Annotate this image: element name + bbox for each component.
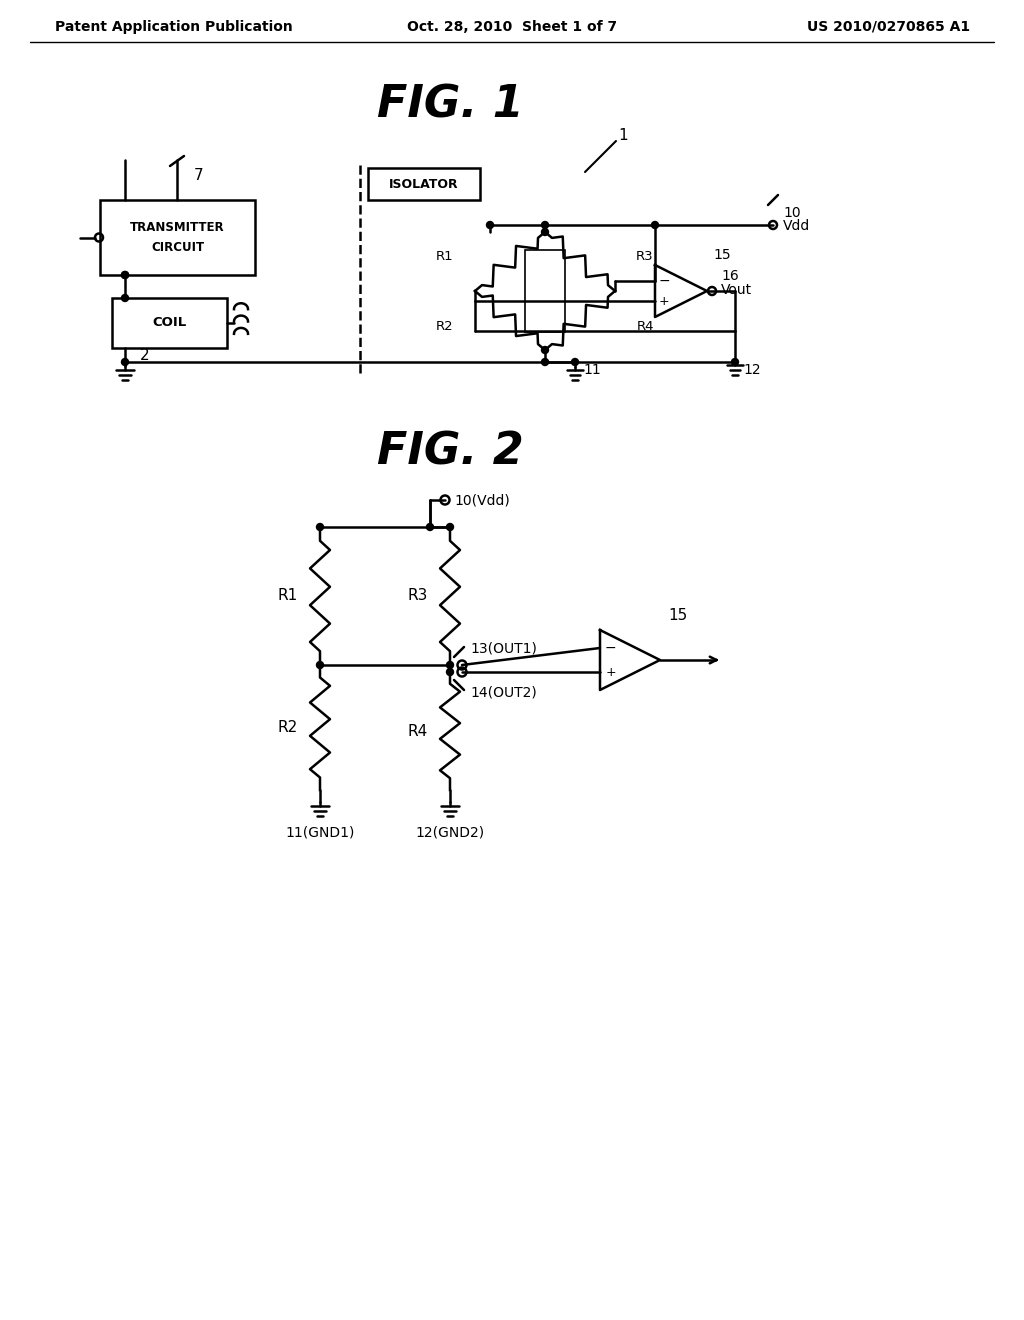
Text: 1: 1 bbox=[618, 128, 628, 143]
Bar bbox=[525, 249, 565, 333]
Text: 2: 2 bbox=[140, 348, 150, 363]
Circle shape bbox=[542, 359, 549, 366]
Text: 15: 15 bbox=[713, 248, 731, 261]
Text: FIG. 1: FIG. 1 bbox=[377, 83, 523, 127]
Text: R2: R2 bbox=[278, 719, 298, 735]
Circle shape bbox=[316, 524, 324, 531]
Text: CIRCUIT: CIRCUIT bbox=[151, 242, 204, 253]
Circle shape bbox=[542, 346, 549, 354]
Circle shape bbox=[542, 228, 549, 235]
Text: ISOLATOR: ISOLATOR bbox=[389, 177, 459, 190]
Text: R3: R3 bbox=[636, 251, 653, 264]
Text: 13(OUT1): 13(OUT1) bbox=[470, 642, 537, 656]
Text: −: − bbox=[605, 642, 616, 655]
Text: 10: 10 bbox=[783, 206, 801, 220]
Circle shape bbox=[486, 222, 494, 228]
Text: R2: R2 bbox=[436, 319, 454, 333]
Circle shape bbox=[122, 272, 128, 279]
Text: US 2010/0270865 A1: US 2010/0270865 A1 bbox=[807, 20, 970, 34]
Text: R4: R4 bbox=[408, 723, 428, 738]
Text: Patent Application Publication: Patent Application Publication bbox=[55, 20, 293, 34]
Text: R4: R4 bbox=[636, 319, 653, 333]
Circle shape bbox=[122, 294, 128, 301]
Circle shape bbox=[122, 359, 128, 366]
Bar bbox=[100, 201, 255, 275]
Text: R1: R1 bbox=[436, 251, 454, 264]
Circle shape bbox=[122, 272, 128, 279]
Bar bbox=[368, 168, 480, 201]
Circle shape bbox=[571, 359, 579, 366]
Text: R3: R3 bbox=[408, 589, 428, 603]
Text: Vdd: Vdd bbox=[783, 219, 810, 234]
Circle shape bbox=[427, 524, 433, 531]
Text: COIL: COIL bbox=[153, 317, 186, 330]
Text: +: + bbox=[659, 294, 670, 308]
Circle shape bbox=[446, 668, 454, 676]
Text: 12: 12 bbox=[743, 363, 761, 378]
Text: −: − bbox=[658, 273, 670, 288]
Text: Vout: Vout bbox=[721, 282, 752, 297]
Bar bbox=[112, 298, 227, 348]
Circle shape bbox=[651, 222, 658, 228]
Circle shape bbox=[316, 661, 324, 668]
Text: 16: 16 bbox=[721, 269, 738, 282]
Text: 11(GND1): 11(GND1) bbox=[286, 826, 354, 840]
Text: 7: 7 bbox=[195, 168, 204, 182]
Text: 15: 15 bbox=[668, 609, 687, 623]
Circle shape bbox=[731, 359, 738, 366]
Text: R1: R1 bbox=[278, 589, 298, 603]
Circle shape bbox=[542, 222, 549, 228]
Text: 10(Vdd): 10(Vdd) bbox=[454, 492, 510, 507]
Text: Oct. 28, 2010  Sheet 1 of 7: Oct. 28, 2010 Sheet 1 of 7 bbox=[407, 20, 617, 34]
Text: FIG. 2: FIG. 2 bbox=[377, 430, 523, 474]
Text: 11: 11 bbox=[583, 363, 601, 378]
Text: 12(GND2): 12(GND2) bbox=[416, 826, 484, 840]
Text: 14(OUT2): 14(OUT2) bbox=[470, 685, 537, 700]
Circle shape bbox=[446, 661, 454, 668]
Circle shape bbox=[446, 524, 454, 531]
Text: +: + bbox=[605, 665, 616, 678]
Text: TRANSMITTER: TRANSMITTER bbox=[130, 220, 225, 234]
